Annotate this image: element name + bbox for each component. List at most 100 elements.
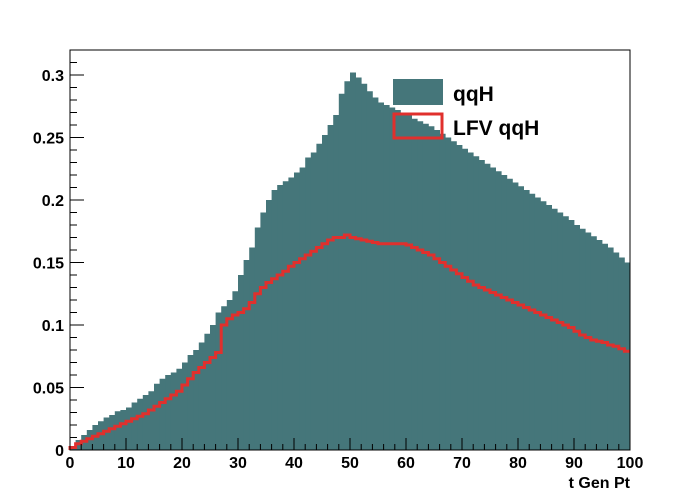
qqH-bin [529, 193, 536, 450]
qqH-bin [299, 167, 306, 450]
qqH-bin [109, 415, 116, 450]
qqH-bin [523, 190, 530, 450]
qqH-bin [249, 247, 256, 450]
qqH-bin [495, 171, 502, 450]
qqH-bin [478, 160, 485, 450]
qqH-bin [512, 182, 519, 450]
qqH-bin [467, 152, 474, 450]
qqH-bin [445, 137, 452, 450]
qqH-bin [271, 190, 278, 450]
x-axis-label: t Gen Pt [569, 475, 631, 492]
qqH-bin [518, 186, 524, 450]
qqH-bin [562, 216, 569, 450]
qqH-bin [316, 143, 323, 450]
qqH-bin [193, 350, 200, 450]
qqH-bin [338, 93, 345, 450]
qqH-bin [238, 275, 244, 450]
qqH-bin [361, 83, 368, 450]
x-tick-label: 80 [509, 455, 527, 472]
y-tick-label: 0.25 [33, 131, 64, 148]
qqH-bin [551, 208, 558, 450]
x-tick-label: 50 [341, 455, 359, 472]
lfv-qqH-line [68, 233, 630, 450]
qqH-bin [221, 306, 228, 450]
qqH-bin [310, 152, 317, 450]
qqH-bin [215, 312, 222, 450]
qqH-bin [366, 91, 373, 450]
qqH-bin [344, 81, 351, 450]
qqH-bin [506, 178, 513, 450]
qqH-bin [501, 175, 508, 450]
qqH-bin [484, 163, 491, 450]
qqH-bin [400, 112, 407, 450]
x-tick-label: 30 [229, 455, 247, 472]
qqH-bin [277, 185, 284, 450]
qqH-bin [618, 257, 625, 450]
qqH-bin [355, 77, 362, 450]
y-tick-label: 0.3 [42, 68, 64, 85]
x-tick-label: 40 [285, 455, 303, 472]
qqH-bin [232, 291, 239, 450]
qqH-bin [204, 333, 211, 450]
qqH-bin [243, 260, 250, 450]
qqH-bin [103, 417, 110, 450]
legend-label-lfv-qqH: LFV qqH [453, 117, 539, 140]
qqH-bars [70, 72, 631, 450]
y-axis: 0 0.05 0.1 0.15 0.2 0.25 0.3 [33, 49, 84, 460]
qqH-bin [210, 325, 216, 450]
qqH-bin [428, 126, 435, 450]
qqH-bin [159, 378, 166, 450]
y-tick-label: 0.1 [42, 318, 64, 335]
x-tick-label: 20 [173, 455, 191, 472]
qqH-bin [333, 115, 340, 450]
qqH-bin [607, 247, 614, 450]
qqH-bin [294, 172, 300, 450]
qqH-bin [126, 407, 132, 450]
qqH-bin [490, 167, 496, 450]
qqH-bin [372, 97, 379, 450]
legend-swatch-qqH [393, 79, 443, 105]
qqH-bin [131, 402, 138, 450]
qqH-bin [411, 118, 418, 450]
qqH-bin [389, 107, 396, 450]
qqH-bin [165, 375, 172, 450]
y-tick-label: 0 [55, 443, 64, 460]
qqH-bin [266, 200, 272, 450]
qqH-bin [254, 227, 261, 450]
qqH-bin [120, 410, 127, 450]
x-tick-label: 0 [66, 455, 75, 472]
qqH-bin [624, 262, 631, 450]
qqH-bin [176, 368, 183, 450]
qqH-bin [439, 133, 446, 450]
qqH-bin [327, 125, 334, 450]
qqH-bin [613, 252, 620, 450]
qqH-bin [422, 123, 429, 450]
qqH-bin [456, 145, 463, 450]
qqH-bin [574, 225, 580, 450]
qqH-bin [305, 157, 312, 450]
qqH-bin [602, 243, 608, 450]
qqH-bin [182, 362, 188, 450]
legend-label-qqH: qqH [453, 83, 494, 106]
y-tick-label: 0.15 [33, 256, 64, 273]
x-tick-label: 90 [565, 455, 583, 472]
x-tick-label: 60 [397, 455, 415, 472]
qqH-bin [282, 181, 289, 450]
qqH-bin [434, 130, 440, 450]
qqH-bin [394, 110, 401, 450]
qqH-bin [534, 197, 541, 450]
legend-swatch-lfv-qqH [392, 112, 444, 140]
qqH-bin [406, 115, 412, 450]
qqH-bin [114, 411, 121, 450]
qqH-bin [473, 156, 480, 450]
qqH-bin [170, 372, 177, 450]
qqH-bin [98, 421, 104, 450]
qqH-bin [579, 228, 586, 450]
x-axis: 0 10 20 30 40 50 60 70 80 90 100 [66, 438, 643, 472]
qqH-bin [137, 398, 144, 450]
qqH-bin [417, 121, 424, 450]
qqH-bin [260, 212, 267, 450]
qqH-bin [596, 240, 603, 450]
qqH-bin [226, 300, 233, 450]
